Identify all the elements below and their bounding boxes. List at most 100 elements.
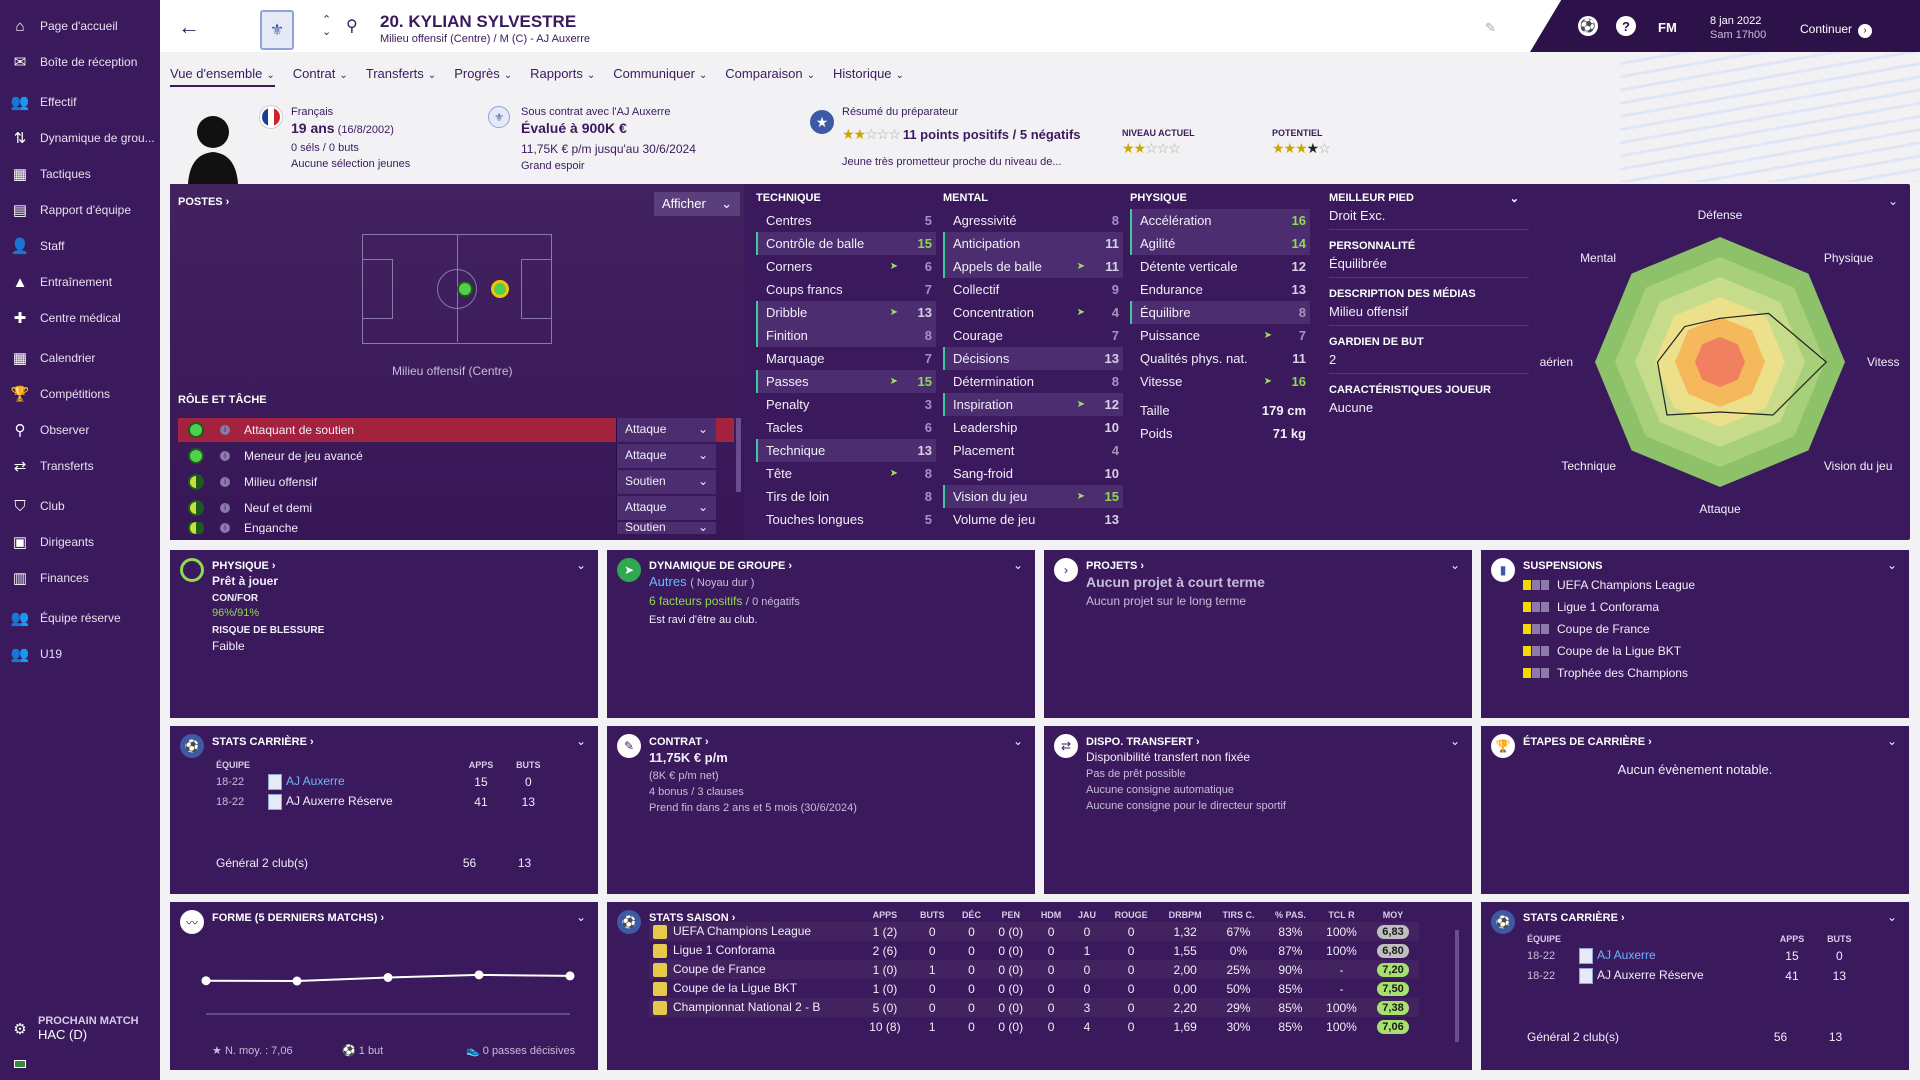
info-icon[interactable]: i — [220, 523, 230, 533]
projects-card-title[interactable]: PROJETS › — [1086, 560, 1145, 572]
info-icon[interactable]: i — [220, 425, 230, 435]
positions-title[interactable]: POSTES › — [178, 196, 230, 208]
form-point[interactable] — [201, 976, 211, 986]
continue-button[interactable]: Continuer › — [1800, 22, 1873, 38]
duty-dropdown[interactable]: Attaque ⌄ — [616, 444, 716, 468]
season-card-title[interactable]: STATS SAISON › — [649, 912, 736, 924]
attribute-equilibre[interactable]: Équilibre 8 — [1130, 301, 1310, 324]
role-row[interactable]: i Meneur de jeu avancé Attaque ⌄ — [178, 444, 734, 468]
sidebar-item-page-d-accueil[interactable]: ⌂ Page d'accueil — [0, 8, 160, 44]
roles-scrollbar[interactable] — [736, 418, 741, 492]
duty-dropdown[interactable]: Soutien ⌄ — [616, 522, 716, 534]
role-row[interactable]: i Neuf et demi Attaque ⌄ — [178, 496, 734, 520]
form-point[interactable] — [383, 973, 393, 982]
attribute-agressivite[interactable]: Agressivité 8 — [943, 209, 1123, 232]
contract-card-title[interactable]: CONTRAT › — [649, 736, 709, 748]
duty-dropdown[interactable]: Attaque ⌄ — [616, 496, 716, 520]
attribute-passes[interactable]: Passes ➤ 15 — [756, 370, 936, 393]
dynamics-card-title[interactable]: DYNAMIQUE DE GROUPE › — [649, 560, 793, 572]
attribute-puissance[interactable]: Puissance ➤ 7 — [1130, 324, 1310, 347]
fm-menu[interactable]: FM — [1658, 20, 1677, 35]
attribute-marquage[interactable]: Marquage 7 — [756, 347, 936, 370]
form-card-title[interactable]: FORME (5 DERNIERS MATCHS) › — [212, 912, 385, 924]
role-row[interactable]: i Enganche Soutien ⌄ — [178, 522, 734, 534]
back-arrow-icon[interactable]: ← — [178, 14, 200, 39]
chevron-down-icon[interactable]: ⌄ — [1886, 910, 1897, 924]
attribute-volume-de-jeu[interactable]: Volume de jeu 13 — [943, 508, 1123, 531]
sidebar-item-rapport-d-equipe[interactable]: ▤ Rapport d'équipe — [0, 192, 160, 228]
sidebar-item-transferts[interactable]: ⇄ Transferts — [0, 448, 160, 484]
attribute-collectif[interactable]: Collectif 9 — [943, 278, 1123, 301]
player-nav-arrows[interactable]: ⌃ ⌄ — [322, 14, 332, 38]
physique-card-title[interactable]: PHYSIQUE › — [212, 560, 276, 572]
attribute-touches-longues[interactable]: Touches longues 5 — [756, 508, 936, 531]
attribute-tete[interactable]: Tête ➤ 8 — [756, 462, 936, 485]
sidebar-item-equipe-reserve[interactable]: 👥 Équipe réserve — [0, 600, 160, 636]
table-row[interactable]: Coupe de la Ligue BKT 1 (0) 0 0 0 (0) 0 0 0 0,00… — [649, 979, 1419, 998]
tab-historique[interactable]: Historique ⌄ — [833, 66, 904, 87]
attribute-anticipation[interactable]: Anticipation 11 — [943, 232, 1123, 255]
sidebar-item-club[interactable]: ⛉ Club — [0, 488, 160, 524]
tab-rapports[interactable]: Rapports ⌄ — [530, 66, 595, 87]
chevron-down-icon[interactable]: ⌄ — [1012, 558, 1023, 572]
table-row[interactable]: 10 (8) 1 0 0 (0) 0 4 0 1,69 30% 85% 100% 7,06 — [649, 1017, 1419, 1036]
attribute-agilite[interactable]: Agilité 14 — [1130, 232, 1310, 255]
duty-dropdown[interactable]: Soutien ⌄ — [616, 470, 716, 494]
table-row[interactable]: Championnat National 2 - B 5 (0) 0 0 0 (0) 0 3… — [649, 998, 1419, 1017]
negative-factors[interactable]: 0 négatifs — [752, 596, 800, 608]
team-name[interactable]: AJ Auxerre Réserve — [1597, 968, 1704, 983]
afficher-dropdown[interactable]: Afficher ⌄ — [654, 192, 740, 216]
tab-transferts[interactable]: Transferts ⌄ — [366, 66, 436, 87]
chevron-down-icon[interactable]: ⌄ — [575, 910, 586, 924]
team-name[interactable]: AJ Auxerre Réserve — [286, 794, 393, 809]
attribute-dribble[interactable]: Dribble ➤ 13 — [756, 301, 936, 324]
table-row[interactable]: UEFA Champions League 1 (2) 0 0 0 (0) 0 0 0 1,32… — [649, 922, 1419, 941]
attribute-placement[interactable]: Placement 4 — [943, 439, 1123, 462]
season-scrollbar[interactable] — [1455, 930, 1459, 1042]
sidebar-item-calendrier[interactable]: ▦ Calendrier — [0, 340, 160, 376]
group-name[interactable]: Autres — [649, 574, 687, 589]
attribute-tirs-de-loin[interactable]: Tirs de loin 8 — [756, 485, 936, 508]
attribute-decisions[interactable]: Décisions 13 — [943, 347, 1123, 370]
attribute-controle-de-balle[interactable]: Contrôle de balle 15 — [756, 232, 936, 255]
attribute-technique[interactable]: Technique 13 — [756, 439, 936, 462]
attribute-qualites-phys-nat[interactable]: Qualités phys. nat. 11 — [1130, 347, 1310, 370]
sidebar-item-staff[interactable]: 👤 Staff — [0, 228, 160, 264]
sidebar-item-entrainement[interactable]: ▲ Entraînement — [0, 264, 160, 300]
chevron-down-icon[interactable]: ⌄ — [1886, 734, 1897, 748]
form-point[interactable] — [292, 976, 302, 986]
attribute-leadership[interactable]: Leadership 10 — [943, 416, 1123, 439]
role-row[interactable]: i Milieu offensif Soutien ⌄ — [178, 470, 734, 494]
attribute-coups-francs[interactable]: Coups francs 7 — [756, 278, 936, 301]
info-icon[interactable]: i — [220, 503, 230, 513]
sidebar-item-finances[interactable]: ▥ Finances — [0, 560, 160, 596]
table-row[interactable]: Coupe de France 1 (0) 1 0 0 (0) 0 0 0 2,00 25% 90%… — [649, 960, 1419, 979]
attribute-centres[interactable]: Centres 5 — [756, 209, 936, 232]
attribute-acceleration[interactable]: Accélération 16 — [1130, 209, 1310, 232]
edit-icon[interactable]: ✎ — [1485, 20, 1496, 35]
duty-dropdown[interactable]: Attaque ⌄ — [616, 418, 716, 442]
attribute-vitesse[interactable]: Vitesse ➤ 16 — [1130, 370, 1310, 393]
sidebar-item-boite-de-reception[interactable]: ✉ Boîte de réception — [0, 44, 160, 80]
search-icon[interactable]: ⚲ — [346, 18, 358, 35]
career-card-title-2[interactable]: STATS CARRIÈRE › — [1523, 912, 1625, 924]
club-crest-icon[interactable]: ⚜ — [260, 10, 294, 50]
attribute-inspiration[interactable]: Inspiration ➤ 12 — [943, 393, 1123, 416]
prep-summary[interactable]: 11 points positifs / 5 négatifs — [902, 127, 1081, 142]
career-card-title[interactable]: STATS CARRIÈRE › — [212, 736, 314, 748]
transfer-card-title[interactable]: DISPO. TRANSFERT › — [1086, 736, 1200, 748]
next-match[interactable]: ⚙ PROCHAIN MATCH HAC (D) — [10, 1015, 138, 1042]
attribute-endurance[interactable]: Endurance 13 — [1130, 278, 1310, 301]
team-name[interactable]: AJ Auxerre — [286, 774, 345, 789]
attribute-courage[interactable]: Courage 7 — [943, 324, 1123, 347]
role-row[interactable]: i Attaquant de soutien Attaque ⌄ — [178, 418, 734, 442]
info-icon[interactable]: i — [220, 477, 230, 487]
help-icon[interactable]: ? — [1616, 16, 1636, 36]
attribute-detente-verticale[interactable]: Détente verticale 12 — [1130, 255, 1310, 278]
team-name[interactable]: AJ Auxerre — [1597, 948, 1656, 963]
table-row[interactable]: Ligue 1 Conforama 2 (6) 0 0 0 (0) 0 1 0 1,55 0% 87… — [649, 941, 1419, 960]
sidebar-item-competitions[interactable]: 🏆 Compétitions — [0, 376, 160, 412]
tab-contrat[interactable]: Contrat ⌄ — [293, 66, 348, 87]
chevron-down-icon[interactable]: ⌄ — [1449, 734, 1460, 748]
sidebar-item-dynamique-de-grou[interactable]: ⇅ Dynamique de grou... — [0, 120, 160, 156]
